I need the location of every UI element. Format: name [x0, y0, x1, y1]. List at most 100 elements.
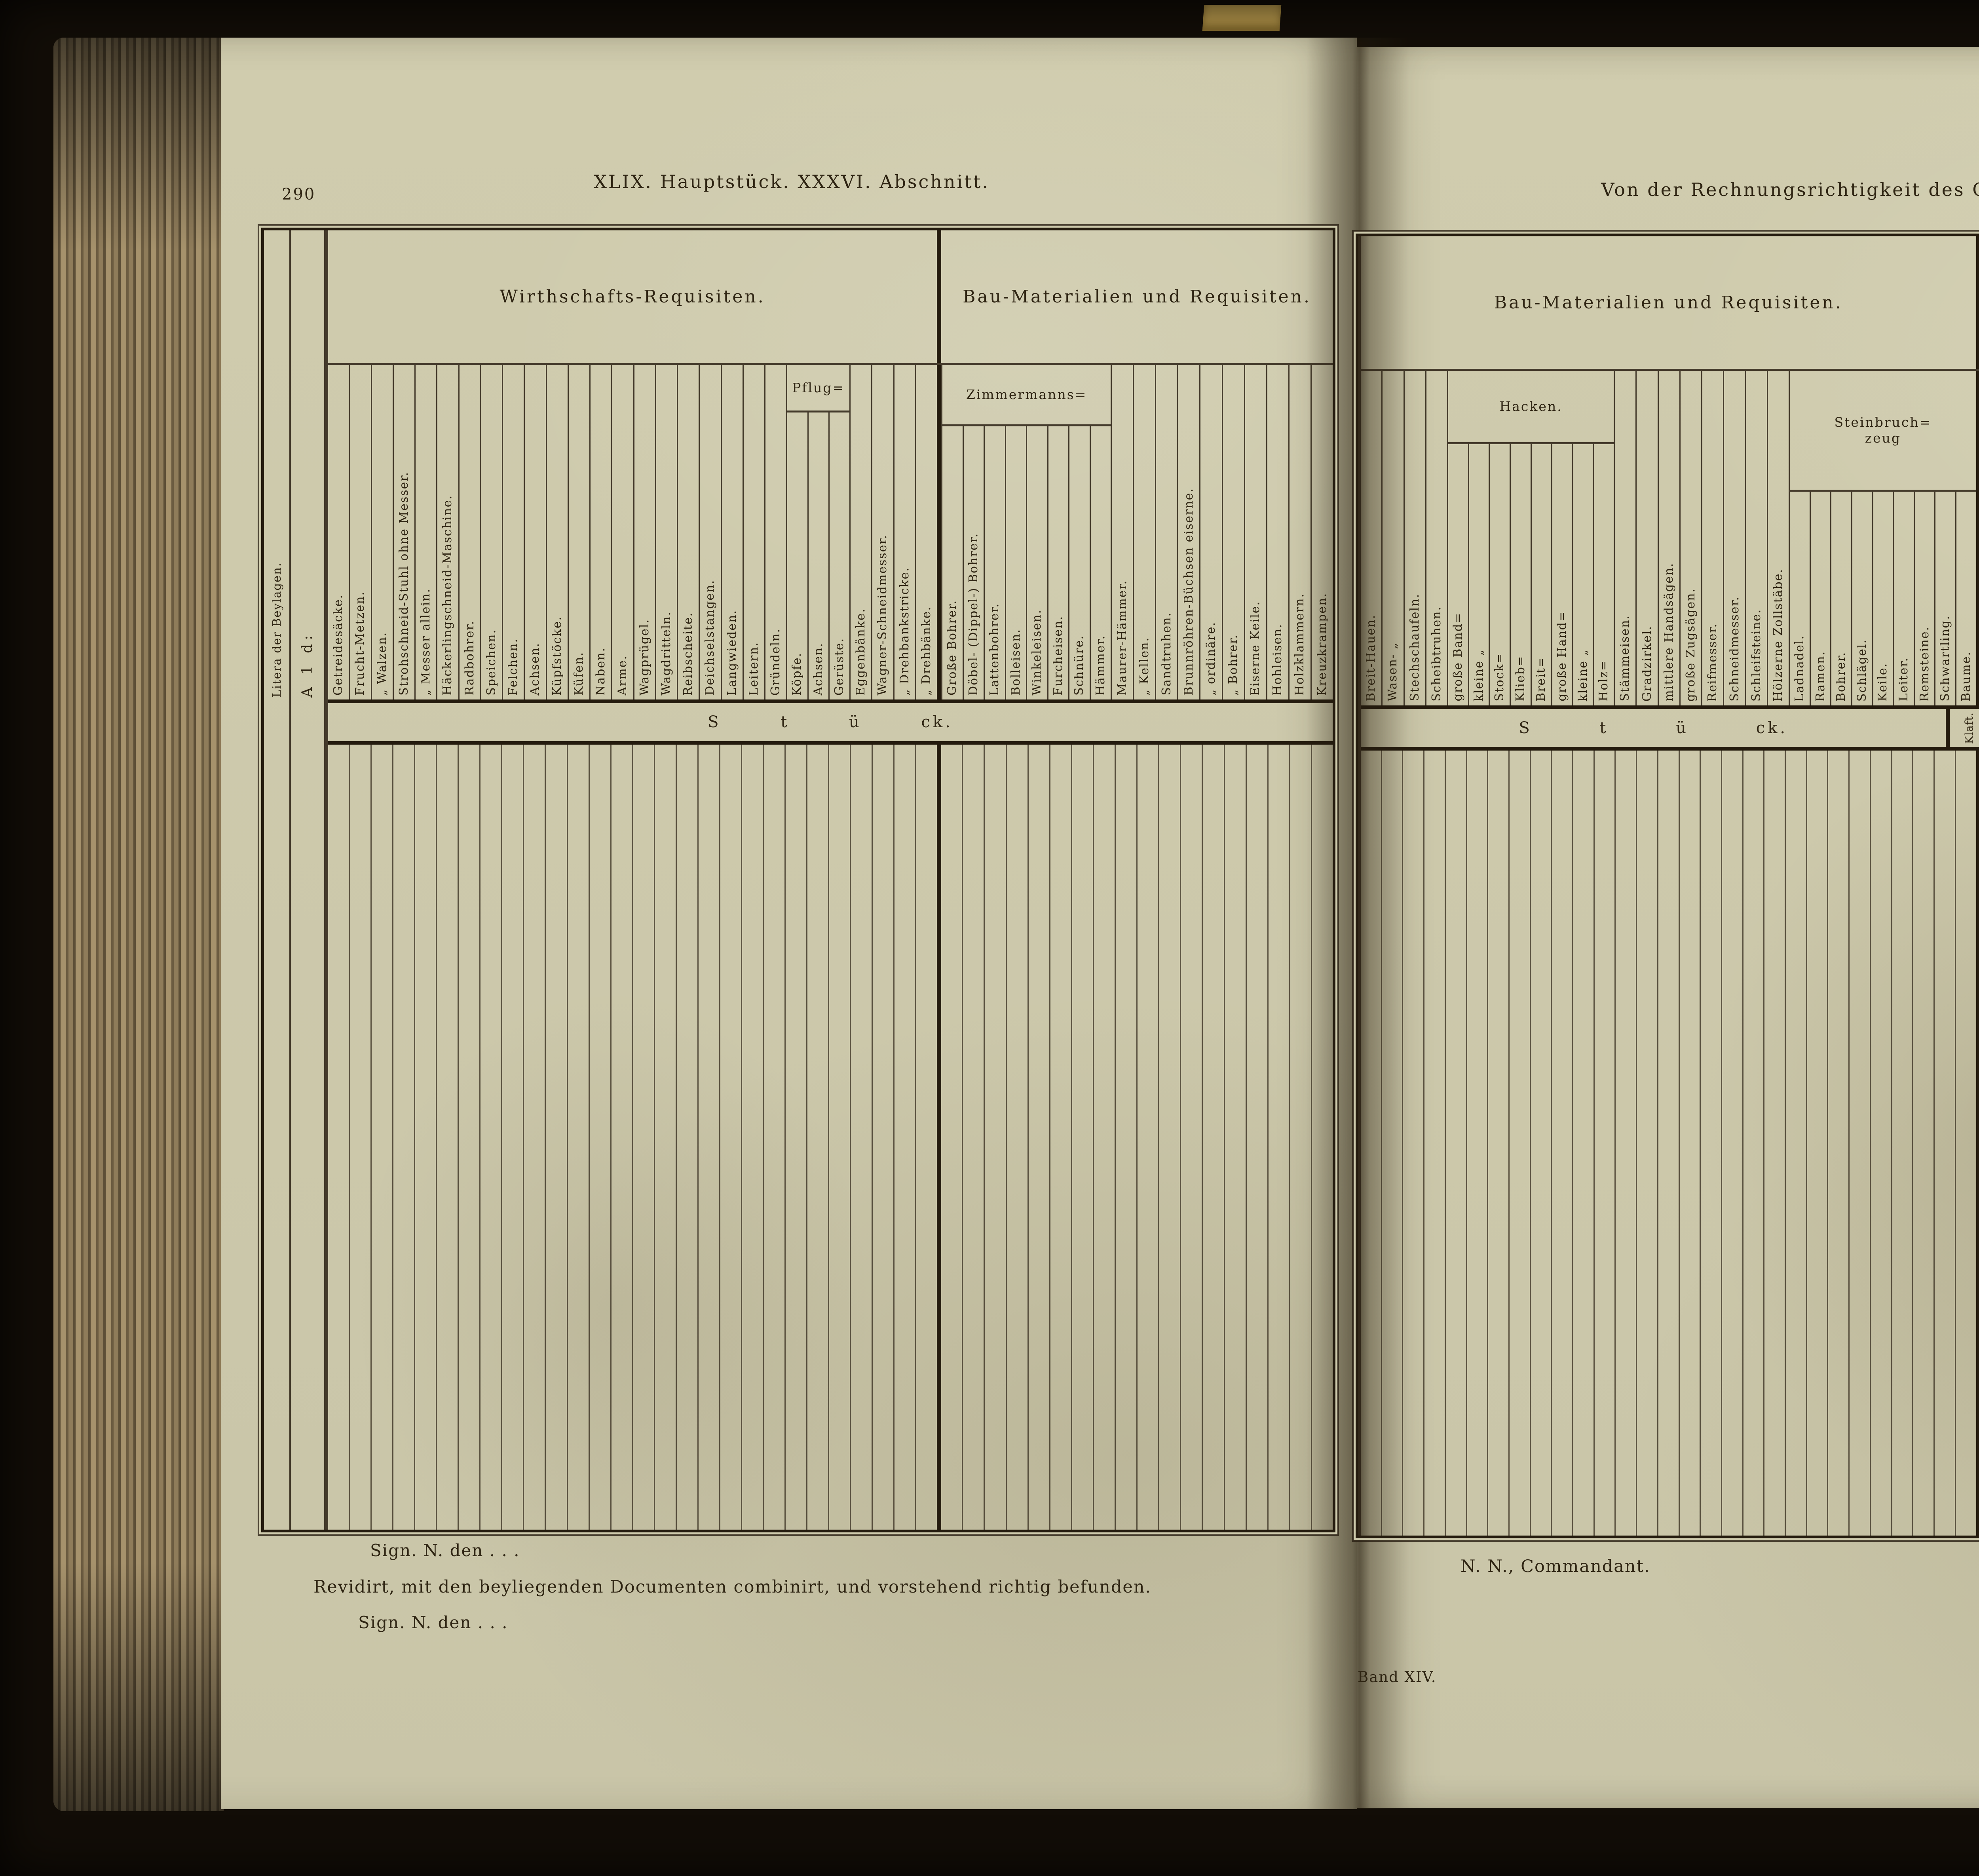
body-column [1785, 751, 1806, 1536]
unit-cell: Klaft. [1946, 709, 1979, 747]
unit-label: S t ü ck. [708, 713, 953, 731]
column-label-cell: Maurer-Hämmer. [1110, 365, 1133, 699]
subgroup-title: Pflug= [787, 365, 850, 412]
body-column [1912, 751, 1933, 1536]
column-label: Strohschneid-Stuhl ohne Messer. [397, 471, 411, 696]
body-column [545, 745, 566, 1530]
body-column [1891, 751, 1913, 1536]
column-label-cell: große Zugsägen. [1679, 371, 1701, 705]
body-column [653, 745, 676, 1530]
column-label: „ Walzen. [375, 631, 389, 696]
body-column [610, 745, 632, 1530]
body-column [893, 745, 915, 1530]
running-header-right: Von der Rechnungsrichtigkeit des Gestütw… [1601, 179, 1979, 200]
group-title: Bau-Materialien und Requisiten. [937, 230, 1333, 363]
table-body-row [328, 745, 1333, 1530]
column-label: Reifmesser. [1706, 623, 1720, 701]
column-label: Eggenbänke. [854, 608, 868, 696]
column-label-cell: Ramen. [1809, 492, 1831, 705]
revision-note: Revidirt, mit den beyliegenden Documente… [313, 1577, 1152, 1597]
column-label-cell: Eiserne Keile. [1244, 365, 1266, 699]
right-page [1357, 47, 1979, 1808]
column-label-cell: Kreuzkrampen. [1310, 365, 1333, 699]
group-columns: Zimmermanns= Große Bohrer. Döbel- (Dippel-… [937, 365, 1333, 699]
body-column [1444, 751, 1466, 1536]
litera-column-label: Litera der Beylagen. [270, 562, 283, 698]
column-label: Furcheisen. [1051, 616, 1065, 696]
body-column [675, 745, 697, 1530]
column-label-cell: Lattenbohrer. [984, 426, 1005, 699]
column-label-cell: Speichen. [480, 365, 502, 699]
column-label: Naben. [594, 647, 608, 696]
column-label-cell: Hölzerne Zollstäbe. [1767, 371, 1789, 705]
column-label-cell: Achsen. [807, 412, 828, 699]
column-label: Häckerlingschneid-Maschine. [441, 495, 455, 696]
column-label: Gradzirkel. [1640, 625, 1654, 701]
body-column [1180, 745, 1202, 1530]
bookmark-tab [1202, 5, 1282, 31]
column-label: Bolleisen. [1008, 629, 1023, 696]
body-column [850, 745, 872, 1530]
body-column [1311, 745, 1333, 1530]
column-label-cell: Große Bohrer. [942, 426, 962, 699]
unit-label: Klaft. [1963, 712, 1976, 744]
body-column [479, 745, 501, 1530]
group-body [937, 745, 1333, 1530]
column-label: Sandtruhen. [1159, 612, 1174, 696]
body-column [784, 745, 806, 1530]
litera-value-column: A 1 d: [291, 230, 326, 1530]
column-label: Leiter. [1897, 657, 1911, 701]
column-label: Küpfstöcke. [550, 616, 564, 696]
column-label-cell: Eggenbänke. [849, 365, 871, 699]
column-label-cell: Schneidmesser. [1723, 371, 1745, 705]
column-label: Baume. [1959, 651, 1973, 701]
body-column [1158, 745, 1180, 1530]
body-column [1529, 751, 1551, 1536]
band-label: Band XIV. [1358, 1669, 1437, 1686]
right-requisition-table: Bau-Materialien und Requisiten. Pferde-Re… [1356, 234, 1979, 1538]
column-label-cell: große Band= [1448, 444, 1468, 705]
column-label-cell: Winkeleisen. [1026, 426, 1047, 699]
running-header-left: XLIX. Hauptstück. XXXVI. Abschnitt. [594, 171, 990, 192]
column-label: Brunnröhren-Büchsen eiserne. [1181, 488, 1196, 696]
column-label-cell: Bohrer. [1830, 492, 1851, 705]
column-label: Ramen. [1813, 650, 1827, 701]
subgroup: Hacken. große Band= kleine „ Stock= Klieb= Br… [1447, 371, 1614, 705]
column-label: Wagner-Schneidmesser. [876, 534, 890, 696]
body-column [1202, 745, 1223, 1530]
column-label: „ Kellen. [1137, 637, 1151, 696]
body-column [1848, 751, 1870, 1536]
body-column [1289, 745, 1311, 1530]
body-column [566, 745, 589, 1530]
body-column [941, 745, 962, 1530]
group-body [1976, 751, 1979, 1536]
column-label-cell: Reibscheite. [677, 365, 699, 699]
sign-line-2: Sign. N. den . . . [358, 1613, 508, 1632]
table-title-row: Wirthschafts-Requisiten. Bau-Materialien … [328, 230, 1333, 363]
body-column [1869, 751, 1891, 1536]
column-label-cell: Wagner-Schneidmesser. [871, 365, 893, 699]
column-label: Stämmeisen. [1618, 615, 1632, 701]
column-label-cell: Langwieden. [720, 365, 743, 699]
column-label: Frucht-Metzen. [353, 591, 367, 696]
column-label-cell: Wasen- „ [1381, 371, 1403, 705]
column-label: Schlägel. [1855, 639, 1869, 701]
body-column [1678, 751, 1700, 1536]
column-label-cell: „ Kellen. [1133, 365, 1155, 699]
column-label: Getreidesäcke. [331, 594, 346, 696]
column-label: Wagdritteln. [659, 611, 673, 696]
page-number-left: 290 [282, 185, 316, 203]
body-column [1071, 745, 1093, 1530]
body-column [523, 745, 545, 1530]
group-columns: Breit-Hauen. Wasen- „ Stechschaufeln. Schei… [1361, 371, 1976, 705]
body-column [1806, 751, 1827, 1536]
column-label: „ ordinäre. [1204, 621, 1218, 696]
column-label: Holzklammern. [1293, 593, 1307, 696]
subgroup-title: Zimmermanns= [942, 365, 1111, 426]
body-column [1423, 751, 1445, 1536]
subgroup-title: Hacken. [1448, 371, 1614, 444]
column-label-cell: Gründeln. [764, 365, 786, 699]
column-label-cell: „ Messer allein. [414, 365, 436, 699]
column-label: Remsteine. [1917, 626, 1932, 701]
